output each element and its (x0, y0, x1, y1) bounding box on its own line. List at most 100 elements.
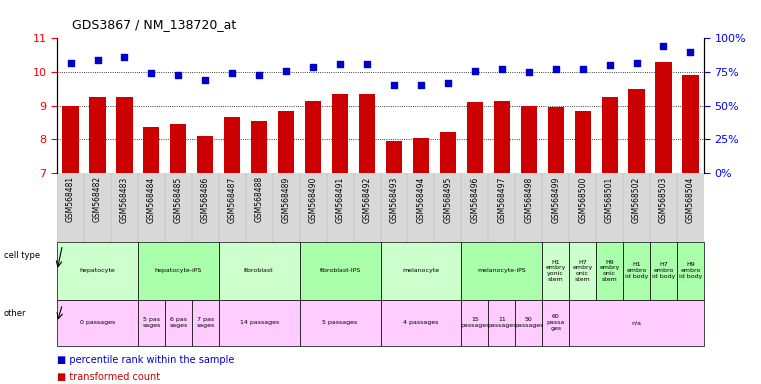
Bar (440, 132, 456, 173)
Bar (650, 242, 677, 300)
Point (495, 66, 508, 72)
Bar (569, 300, 704, 346)
Bar (57, 300, 138, 346)
Bar (192, 300, 219, 346)
Bar (461, 300, 489, 346)
Bar (569, 242, 596, 300)
Text: GSM568481: GSM568481 (66, 176, 75, 222)
Text: H7
embry
onic
stem: H7 embry onic stem (572, 260, 593, 282)
Bar (683, 75, 699, 173)
Bar (224, 118, 240, 173)
Bar (380, 300, 461, 346)
Bar (90, 97, 106, 173)
Bar (197, 136, 213, 173)
Bar (219, 242, 300, 300)
Bar (138, 242, 219, 300)
Text: GSM568504: GSM568504 (686, 176, 695, 223)
Bar (575, 111, 591, 173)
Bar (116, 97, 132, 173)
Bar (380, 242, 461, 300)
Text: 0 passages: 0 passages (80, 320, 115, 325)
Text: GSM568501: GSM568501 (605, 176, 614, 222)
Bar (332, 94, 348, 173)
Point (334, 61, 346, 67)
Bar (515, 300, 543, 346)
Text: fibroblast-IPS: fibroblast-IPS (320, 268, 361, 273)
Bar (62, 106, 78, 173)
Text: GSM568488: GSM568488 (255, 176, 264, 222)
Text: GSM568500: GSM568500 (578, 176, 587, 223)
Bar (57, 242, 138, 300)
Text: GSM568487: GSM568487 (228, 176, 237, 222)
Bar (466, 102, 483, 173)
Text: GSM568503: GSM568503 (659, 176, 668, 223)
Text: melanocyte: melanocyte (403, 268, 440, 273)
Bar (300, 242, 380, 300)
Text: n/a: n/a (632, 320, 642, 325)
Text: GDS3867 / NM_138720_at: GDS3867 / NM_138720_at (72, 18, 237, 31)
Bar (251, 121, 267, 173)
Text: H9
embry
onic
stem: H9 embry onic stem (600, 260, 619, 282)
Bar (138, 300, 165, 346)
Text: ■ transformed count: ■ transformed count (57, 372, 161, 382)
Text: 11
passages: 11 passages (487, 317, 517, 328)
Text: 14 passages: 14 passages (240, 320, 279, 325)
Text: 5 passages: 5 passages (323, 320, 358, 325)
Text: H1
embry
yonic
stem: H1 embry yonic stem (546, 260, 566, 282)
Bar (655, 62, 672, 173)
Point (577, 66, 589, 72)
Bar (596, 242, 623, 300)
Bar (543, 242, 569, 300)
Bar (165, 300, 192, 346)
Point (91, 57, 103, 63)
Point (630, 60, 642, 66)
Bar (305, 101, 321, 173)
Bar (412, 137, 429, 173)
Text: GSM568497: GSM568497 (497, 176, 506, 223)
Bar (170, 124, 186, 173)
Point (253, 71, 266, 78)
Bar (359, 94, 375, 173)
Bar (494, 101, 510, 173)
Text: hepatocyte-iPS: hepatocyte-iPS (154, 268, 202, 273)
Bar (278, 111, 295, 173)
Text: GSM568484: GSM568484 (147, 176, 156, 222)
Text: GSM568483: GSM568483 (120, 176, 129, 222)
Text: GSM568492: GSM568492 (362, 176, 371, 222)
Point (226, 70, 238, 76)
Text: 4 passages: 4 passages (403, 320, 438, 325)
Point (65, 60, 77, 66)
Point (388, 83, 400, 89)
Text: 7 pas
sages: 7 pas sages (196, 317, 215, 328)
Bar (548, 107, 564, 173)
Point (549, 66, 562, 72)
Text: GSM568496: GSM568496 (470, 176, 479, 223)
Text: GSM568482: GSM568482 (93, 176, 102, 222)
Text: GSM568495: GSM568495 (444, 176, 452, 223)
Point (280, 68, 292, 74)
Bar (629, 89, 645, 173)
Text: 5 pas
sages: 5 pas sages (142, 317, 161, 328)
Text: ■ percentile rank within the sample: ■ percentile rank within the sample (57, 355, 234, 365)
Point (658, 43, 670, 50)
Text: GSM568493: GSM568493 (390, 176, 399, 223)
Bar (521, 106, 537, 173)
Point (684, 49, 696, 55)
Text: other: other (4, 309, 27, 318)
Bar (601, 97, 618, 173)
Text: GSM568491: GSM568491 (336, 176, 345, 222)
Bar (386, 141, 402, 173)
Text: GSM568494: GSM568494 (416, 176, 425, 223)
Text: H9
embro
id body: H9 embro id body (679, 262, 702, 279)
Text: H1
embro
id body: H1 embro id body (625, 262, 648, 279)
Text: 60
passa
ges: 60 passa ges (546, 314, 565, 331)
Text: H7
embro
id body: H7 embro id body (652, 262, 675, 279)
Text: hepatocyte: hepatocyte (80, 268, 116, 273)
Bar (543, 300, 569, 346)
Point (145, 70, 158, 76)
Point (469, 68, 481, 74)
Text: GSM568498: GSM568498 (524, 176, 533, 222)
Text: GSM568489: GSM568489 (282, 176, 291, 222)
Text: GSM568502: GSM568502 (632, 176, 641, 222)
Text: 6 pas
sages: 6 pas sages (169, 317, 187, 328)
